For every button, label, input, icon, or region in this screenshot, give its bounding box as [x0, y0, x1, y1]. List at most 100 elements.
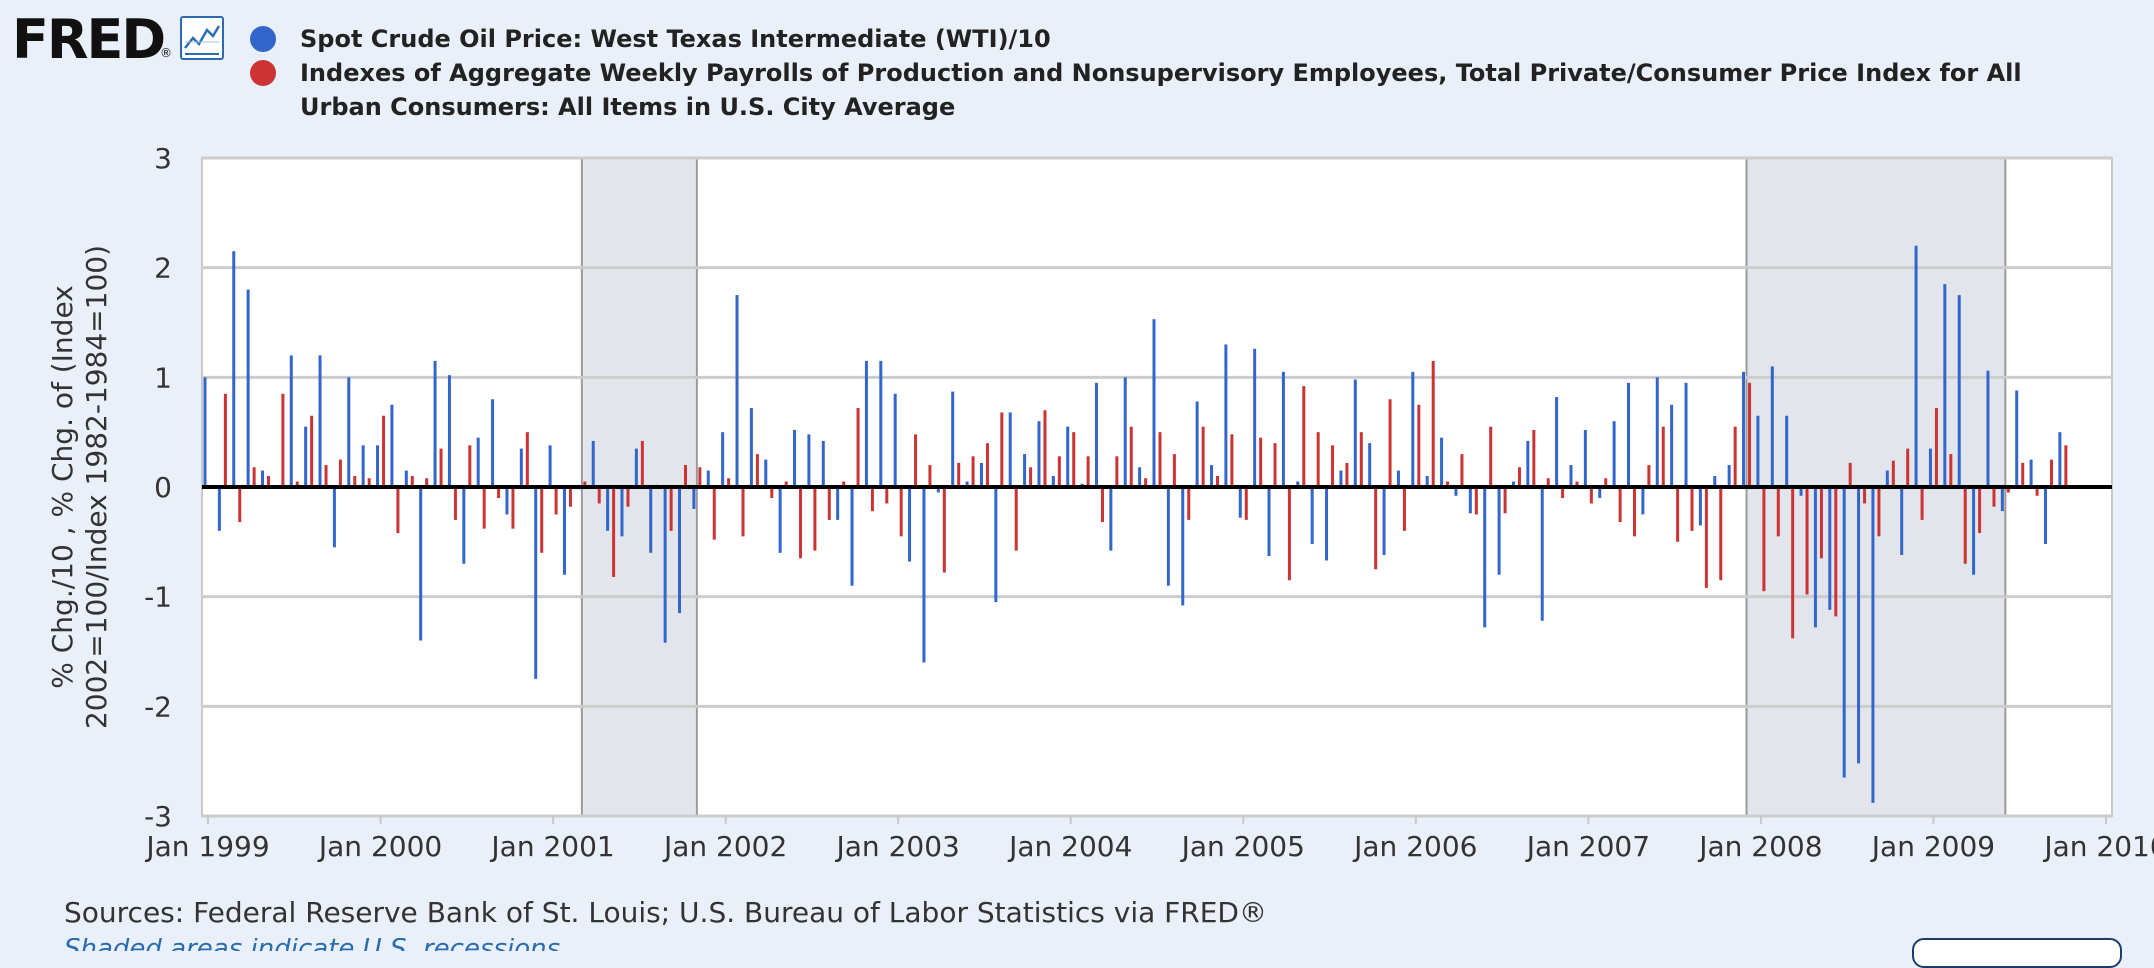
x-tick-label: Jan 2008: [1697, 830, 1822, 863]
bar-payrolls: [1546, 478, 1550, 487]
bar-wti: [1627, 382, 1630, 487]
bar-payrolls: [1230, 434, 1234, 487]
bar-payrolls: [784, 481, 788, 487]
bar-payrolls: [1589, 487, 1593, 504]
bar-payrolls: [367, 478, 371, 487]
bar-wti: [1885, 470, 1889, 487]
bar-payrolls: [597, 487, 601, 504]
bar-payrolls: [1144, 478, 1148, 487]
bar-payrolls: [482, 487, 486, 529]
bar-payrolls: [1604, 478, 1608, 487]
bar-wti: [1871, 487, 1875, 803]
bar-payrolls: [2049, 459, 2053, 487]
bar-payrolls: [353, 476, 357, 487]
bar-payrolls: [1503, 487, 1507, 514]
bar-wti: [1224, 344, 1228, 487]
bar-wti: [462, 487, 466, 564]
bar-wti: [1583, 429, 1587, 487]
bar-wti: [1511, 481, 1515, 487]
bar-payrolls: [583, 481, 587, 487]
edit-graph-button[interactable]: [1912, 938, 2122, 968]
bar-wti: [1382, 487, 1386, 555]
bar-wti: [1540, 487, 1544, 621]
line-chart-icon[interactable]: [180, 16, 224, 60]
bar-payrolls: [1618, 487, 1622, 523]
bar-payrolls: [885, 487, 889, 504]
bar-payrolls: [842, 481, 846, 487]
bar-payrolls: [827, 487, 831, 520]
bar-wti: [1023, 454, 1027, 487]
bar-payrolls: [942, 487, 946, 573]
bar-payrolls: [971, 456, 975, 487]
bar-wti: [1051, 476, 1055, 487]
bar-wti: [663, 487, 667, 643]
bar-payrolls: [1891, 460, 1895, 487]
bar-payrolls: [1532, 429, 1536, 487]
bar-wti: [706, 470, 710, 487]
bar-payrolls: [1216, 476, 1220, 487]
bar-wti: [419, 487, 423, 641]
bar-payrolls: [1776, 487, 1780, 537]
bar-wti: [1037, 421, 1041, 487]
bar-wti: [764, 459, 768, 487]
bar-wti: [649, 487, 653, 553]
recession-note-link[interactable]: Shaded areas indicate U.S. recessions.: [64, 938, 584, 951]
y-tick-label: -3: [144, 800, 172, 833]
bar-payrolls: [497, 487, 501, 498]
bar-wti: [1181, 487, 1185, 606]
bar-payrolls: [1029, 467, 1033, 487]
bar-payrolls: [813, 487, 817, 551]
bar-wti: [1468, 487, 1472, 514]
bar-wti: [850, 487, 854, 586]
bar-wti: [1440, 437, 1444, 487]
x-tick-label: Jan 2000: [317, 830, 442, 863]
bar-wti: [634, 448, 638, 487]
bar-wti: [1325, 487, 1329, 561]
bar-payrolls: [928, 465, 932, 487]
bar-wti: [1454, 487, 1458, 496]
bar-payrolls: [727, 478, 731, 487]
bar-wti: [994, 487, 998, 603]
bar-wti: [620, 487, 624, 537]
bar-payrolls: [1676, 487, 1680, 542]
bar-payrolls: [1877, 487, 1881, 537]
bar-wti: [1353, 379, 1357, 487]
bar-wti: [289, 355, 293, 487]
bar-payrolls: [1575, 481, 1579, 487]
bar-payrolls: [568, 487, 572, 507]
bar-wti: [217, 487, 221, 531]
x-tick-label: Jan 1999: [144, 830, 269, 863]
bar-wti: [2000, 487, 2004, 512]
bar-payrolls: [1934, 408, 1938, 487]
legend-dot-payrolls: [250, 60, 276, 86]
bar-payrolls: [1474, 487, 1478, 515]
bar-payrolls: [698, 467, 702, 487]
legend-label-payrolls: Indexes of Aggregate Weekly Payrolls of …: [300, 59, 2022, 121]
x-tick-label: Jan 2009: [1870, 830, 1995, 863]
x-tick-label: Jan 2005: [1180, 830, 1305, 863]
bar-wti: [979, 462, 983, 487]
bar-wti: [793, 429, 797, 487]
bar-payrolls: [468, 445, 472, 487]
bar-payrolls: [1057, 456, 1061, 487]
bar-payrolls: [1431, 360, 1435, 487]
bar-wti: [1914, 245, 1918, 487]
bar-wti: [376, 445, 380, 487]
y-axis-label: % Chg./10 , % Chg. of (Index2002=100/Ind…: [46, 245, 113, 729]
bar-wti: [692, 487, 696, 509]
bar-payrolls: [2035, 487, 2039, 496]
bar-wti: [1799, 487, 1803, 496]
bar-wti: [922, 487, 926, 663]
bar-wti: [836, 487, 840, 520]
bar-wti: [1957, 295, 1961, 487]
bar-payrolls: [540, 487, 544, 553]
bar-wti: [519, 448, 523, 487]
bar-wti: [1210, 465, 1214, 487]
fred-logo[interactable]: FRED: [12, 8, 166, 71]
bar-wti: [1698, 487, 1702, 526]
bar-wti: [1670, 404, 1674, 487]
bar-payrolls: [1848, 462, 1852, 487]
bar-payrolls: [741, 487, 745, 537]
bar-payrolls: [914, 434, 918, 487]
